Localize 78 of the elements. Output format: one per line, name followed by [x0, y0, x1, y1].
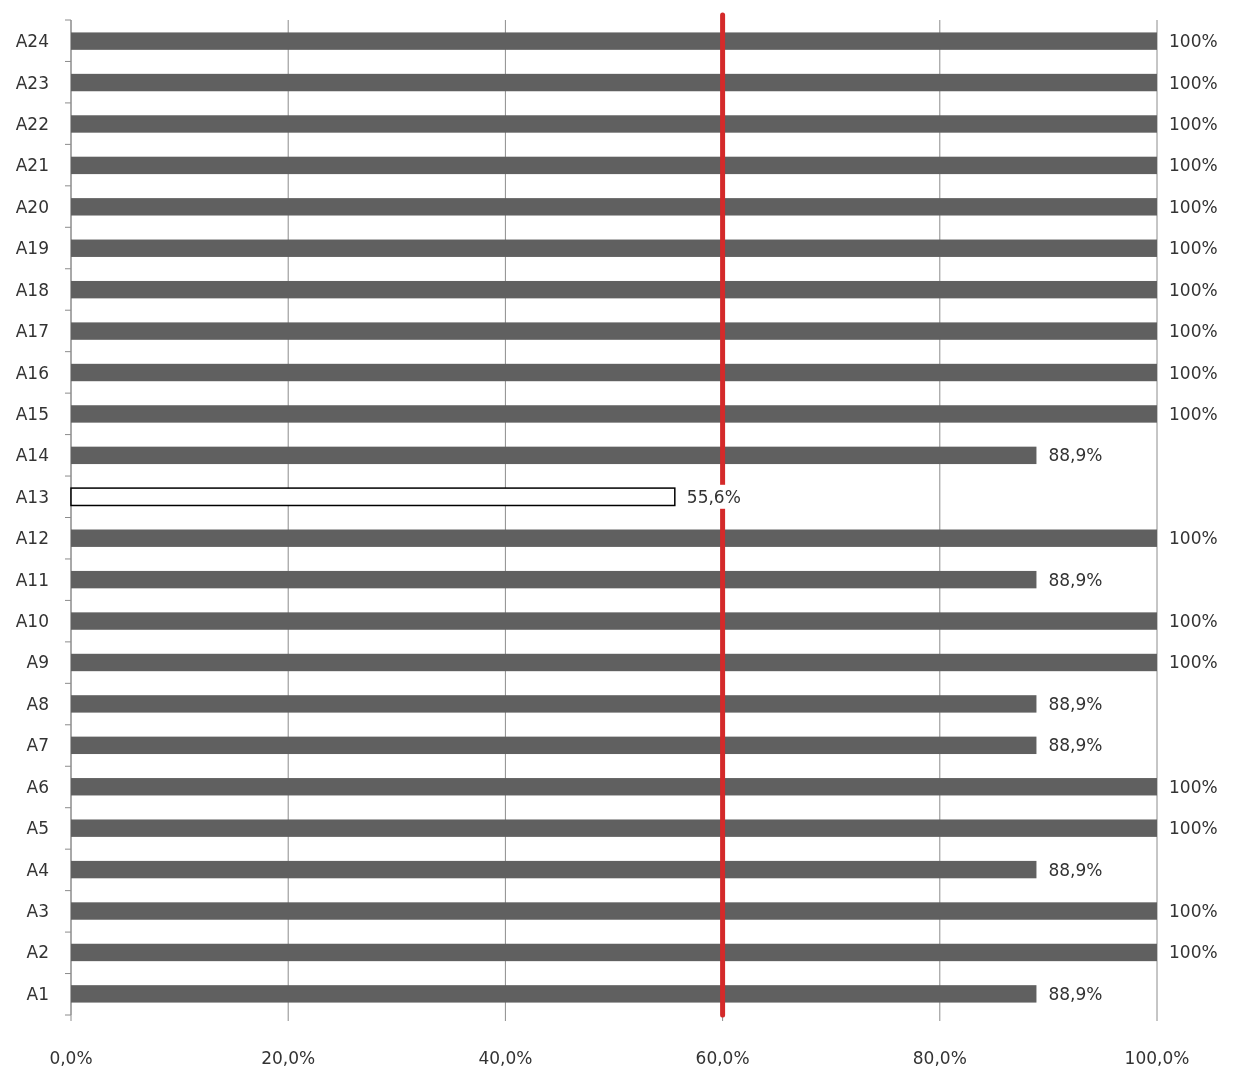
y-tick-label: A13 — [15, 486, 49, 507]
y-tick-label: A8 — [26, 693, 49, 714]
bar — [70, 487, 676, 507]
y-tick-label: A4 — [26, 859, 49, 880]
bar — [71, 612, 1157, 630]
y-tick-label: A11 — [15, 569, 49, 590]
y-tick-label: A6 — [26, 776, 49, 797]
data-label: 100% — [1169, 362, 1218, 383]
bar — [71, 819, 1157, 837]
y-tick-label: A5 — [26, 818, 49, 839]
bar — [71, 778, 1157, 796]
bar — [71, 695, 1037, 713]
x-tick-label: 0,0% — [49, 1048, 93, 1068]
data-label: 100% — [1169, 155, 1218, 176]
bar — [71, 363, 1157, 382]
bar — [71, 322, 1157, 340]
bar — [71, 985, 1037, 1003]
y-tick-label: A21 — [15, 155, 49, 176]
y-tick-label: A12 — [15, 528, 49, 549]
bar — [71, 280, 1157, 299]
bar — [71, 405, 1157, 423]
x-tick-label: 40,0% — [478, 1048, 533, 1068]
y-tick-label: A1 — [26, 983, 49, 1004]
y-tick-label: A20 — [15, 196, 49, 217]
y-tick-label: A24 — [15, 31, 49, 52]
y-tick-label: A17 — [15, 321, 49, 342]
y-tick-label: A15 — [15, 403, 49, 424]
y-tick-label: A23 — [15, 72, 49, 93]
y-tick-label: A14 — [15, 445, 49, 466]
data-label: 100% — [1169, 611, 1218, 632]
data-label: 100% — [1169, 72, 1218, 93]
data-label: 100% — [1169, 528, 1218, 549]
data-label: 100% — [1169, 901, 1218, 922]
data-label: 100% — [1169, 113, 1218, 134]
bar — [71, 73, 1157, 92]
data-label: 88,9% — [1048, 445, 1103, 466]
x-tick-label: 60,0% — [695, 1048, 750, 1068]
data-label: 100% — [1169, 942, 1218, 963]
bar — [71, 653, 1157, 672]
y-tick-label: A16 — [15, 362, 49, 383]
y-tick-label: A10 — [15, 611, 49, 632]
data-label: 100% — [1169, 238, 1218, 259]
y-tick-label: A2 — [26, 942, 49, 963]
y-tick-label: A19 — [15, 238, 49, 259]
data-label: 100% — [1169, 403, 1218, 424]
bar — [71, 115, 1157, 133]
data-label: 100% — [1169, 776, 1218, 797]
data-label: 88,9% — [1048, 693, 1103, 714]
y-tick-label: A9 — [26, 652, 49, 673]
bar — [71, 736, 1037, 755]
x-tick-label: 100,0% — [1124, 1048, 1190, 1068]
bar — [71, 860, 1037, 879]
data-label: 100% — [1169, 652, 1218, 673]
y-tick-label: A18 — [15, 279, 49, 300]
data-label: 100% — [1169, 321, 1218, 342]
bar — [71, 570, 1037, 589]
data-label: 88,9% — [1048, 983, 1103, 1004]
bar — [71, 239, 1157, 257]
bar — [71, 943, 1157, 962]
data-label: 100% — [1169, 196, 1218, 217]
bar — [71, 902, 1157, 920]
bar — [71, 32, 1157, 50]
data-label: 88,9% — [1048, 859, 1103, 880]
y-tick-label: A22 — [15, 113, 49, 134]
data-label: 100% — [1169, 818, 1218, 839]
bar — [71, 446, 1037, 465]
x-tick-label: 20,0% — [261, 1048, 316, 1068]
data-label: 88,9% — [1048, 569, 1103, 590]
y-tick-label: A7 — [26, 735, 49, 756]
bar — [71, 529, 1157, 547]
data-label: 88,9% — [1048, 735, 1103, 756]
data-label: 100% — [1169, 279, 1218, 300]
data-label: 100% — [1169, 31, 1218, 52]
x-tick-label: 80,0% — [912, 1048, 967, 1068]
bar — [71, 156, 1157, 175]
bar — [71, 198, 1157, 216]
data-label: 55,6% — [686, 486, 741, 507]
y-tick-label: A3 — [26, 901, 49, 922]
